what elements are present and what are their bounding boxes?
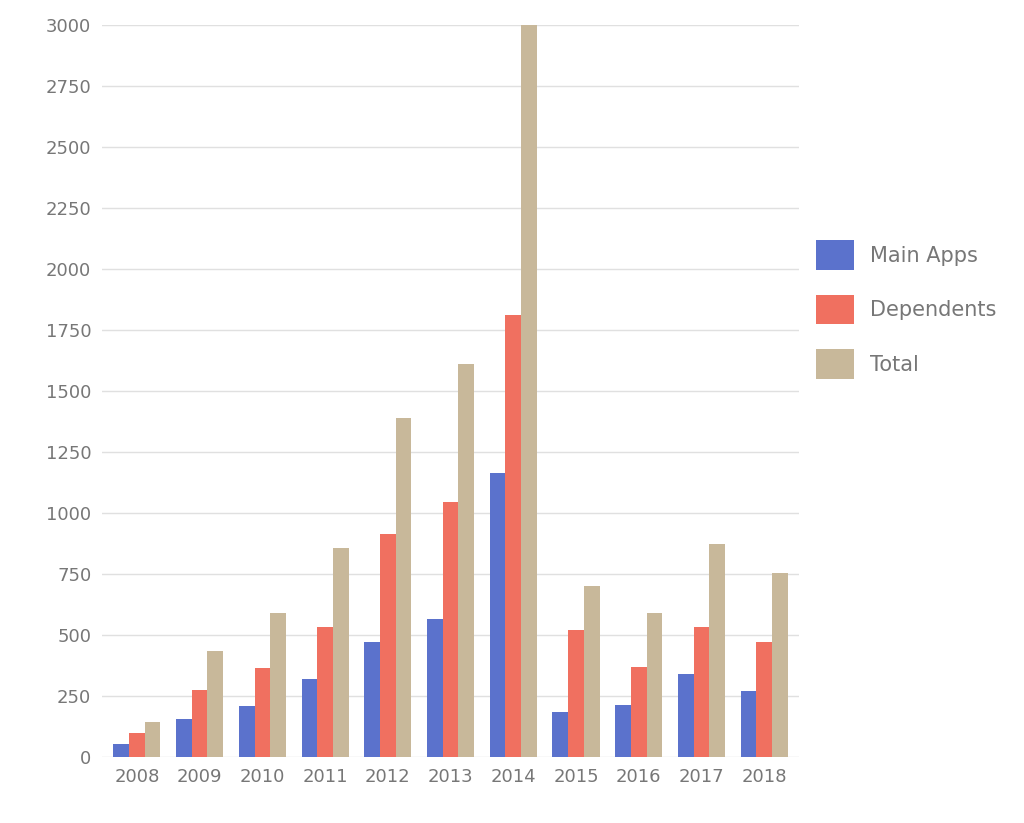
Bar	[208, 651, 223, 757]
Bar	[427, 619, 442, 757]
Bar	[380, 534, 395, 757]
Bar	[615, 704, 631, 757]
Bar	[302, 679, 317, 757]
Bar	[114, 744, 129, 757]
Bar	[693, 626, 710, 757]
Bar	[489, 472, 506, 757]
Bar	[568, 630, 584, 757]
Bar	[270, 613, 286, 757]
Bar	[710, 543, 725, 757]
Bar	[317, 626, 333, 757]
Bar	[191, 690, 208, 757]
Bar	[129, 732, 144, 757]
Legend: Main Apps, Dependents, Total: Main Apps, Dependents, Total	[816, 240, 996, 379]
Bar	[442, 502, 459, 757]
Bar	[506, 315, 521, 757]
Bar	[678, 674, 693, 757]
Bar	[772, 573, 787, 757]
Bar	[255, 668, 270, 757]
Bar	[757, 643, 772, 757]
Bar	[365, 643, 380, 757]
Bar	[584, 586, 599, 757]
Bar	[144, 722, 161, 757]
Bar	[395, 418, 412, 757]
Bar	[239, 706, 255, 757]
Bar	[646, 613, 663, 757]
Bar	[553, 712, 568, 757]
Bar	[333, 548, 348, 757]
Bar	[631, 667, 646, 757]
Bar	[740, 691, 757, 757]
Bar	[176, 719, 191, 757]
Bar	[459, 364, 474, 757]
Bar	[521, 25, 537, 757]
